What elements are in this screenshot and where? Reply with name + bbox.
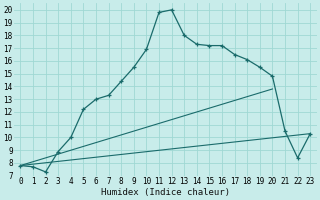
X-axis label: Humidex (Indice chaleur): Humidex (Indice chaleur) <box>101 188 230 197</box>
